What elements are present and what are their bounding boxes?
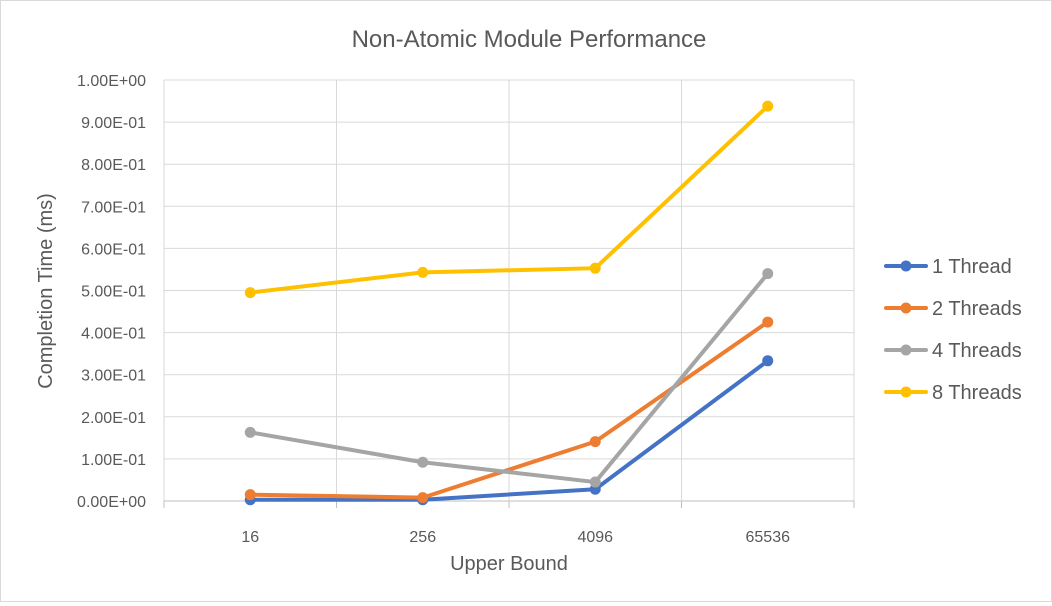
series-line-1-thread [248,358,770,502]
legend-item-1-thread: 1 Thread [884,256,1012,278]
legend-label: 1 Thread [932,256,1012,278]
y-axis-tick-labels: 0.00E+00 1.00E-01 2.00E-01 3.00E-01 4.00E-01… [77,73,146,511]
legend-item-8-threads: 8 Threads [884,382,1022,404]
y-tick-label: 9.00E-01 [81,115,146,132]
legend-item-2-threads: 2 Threads [884,298,1022,320]
series-8-threads [244,100,774,299]
data-point-8-threads [417,266,429,278]
series-line-4-threads [248,271,770,485]
y-tick-label: 5.00E-01 [81,284,146,301]
series-lines [244,100,774,506]
legend-label: 8 Threads [932,382,1022,404]
data-point-4-threads [589,476,601,488]
legend-swatch-marker [900,386,912,398]
series-2-threads [244,316,774,504]
y-tick-label: 0.00E+00 [77,494,146,511]
x-tick-label: 16 [241,529,259,546]
legend: 1 Thread 2 Threads 4 Threads 8 Threads [884,256,1022,404]
x-axis-title: Upper Bound [450,553,568,575]
y-tick-label: 7.00E-01 [81,199,146,216]
data-point-8-threads [244,287,256,299]
y-tick-label: 1.00E-01 [81,452,146,469]
data-point-1-thread [762,355,774,367]
x-axis-tick-labels: 16 256 4096 65536 [241,529,790,546]
data-point-4-threads [417,456,429,468]
y-tick-label: 1.00E+00 [77,73,146,90]
legend-swatch-marker [900,344,912,356]
y-tick-label: 3.00E-01 [81,368,146,385]
data-point-2-threads [417,492,429,504]
data-point-8-threads [762,100,774,112]
chart-title: Non-Atomic Module Performance [352,26,707,53]
x-tick-label: 65536 [746,529,791,546]
data-point-2-threads [244,489,256,501]
data-point-4-threads [762,268,774,280]
data-point-2-threads [762,316,774,328]
series-line-2-threads [248,320,770,500]
legend-swatch-marker [900,260,912,272]
x-tick-label: 4096 [577,529,613,546]
data-point-4-threads [244,426,256,438]
legend-label: 2 Threads [932,298,1022,320]
legend-item-4-threads: 4 Threads [884,340,1022,362]
legend-swatch-marker [900,302,912,314]
y-tick-label: 4.00E-01 [81,326,146,343]
data-point-2-threads [589,436,601,448]
data-point-8-threads [589,262,601,274]
series-line-8-threads [248,104,770,295]
x-tick-label: 256 [409,529,436,546]
series-4-threads [244,268,774,488]
y-tick-label: 8.00E-01 [81,157,146,174]
y-axis-title: Completion Time (ms) [35,193,57,389]
legend-label: 4 Threads [932,340,1022,362]
y-tick-label: 6.00E-01 [81,241,146,258]
y-tick-label: 2.00E-01 [81,410,146,427]
